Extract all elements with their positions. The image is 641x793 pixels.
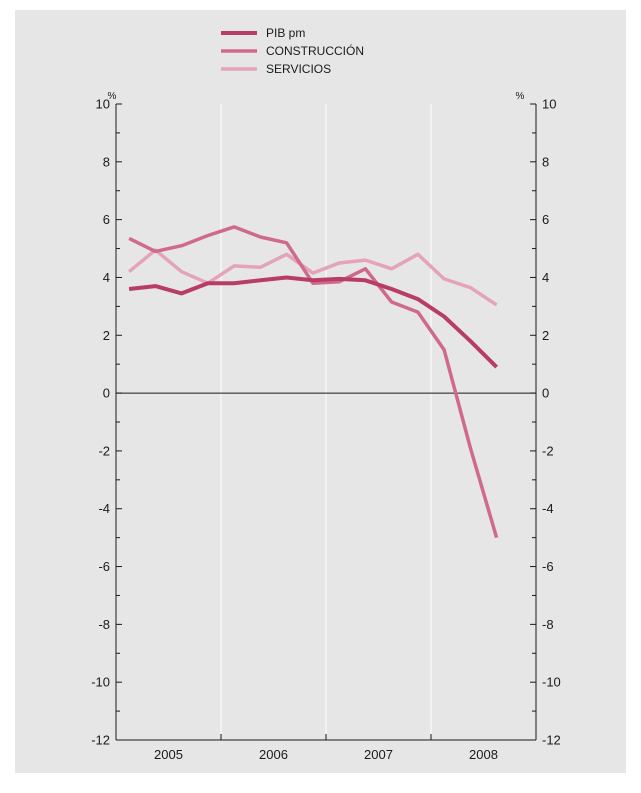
- axes: 10 10 8 8 6 6 4 4 2 2 0 0 -2 -2 -4 -4 -6 -6 -8 -8 -10 -10 -12 -…: [91, 97, 561, 763]
- y-tick-label-left: 10: [96, 97, 110, 112]
- y-tick-label-right: 10: [542, 97, 556, 112]
- y-tick-label-right: -12: [542, 733, 561, 748]
- y-tick-label-right: -10: [542, 675, 561, 690]
- grid: [220, 104, 432, 740]
- y-tick-label-left: 6: [103, 212, 110, 227]
- legend-label: PIB pm: [266, 26, 305, 40]
- y-unit-left: %: [108, 91, 117, 102]
- y-unit-right: %: [516, 91, 525, 102]
- x-tick-label: 2006: [259, 747, 288, 762]
- y-tick-label-left: -10: [91, 675, 110, 690]
- x-tick-label: 2005: [154, 747, 183, 762]
- series-line-construcci-n: [128, 225, 499, 539]
- y-tick-label-left: -2: [98, 443, 110, 458]
- y-tick-label-right: -6: [542, 559, 554, 574]
- y-tick-label-right: 2: [542, 328, 549, 343]
- legend: PIB pm CONSTRUCCIÓN SERVICIOS: [221, 26, 364, 76]
- legend-label: CONSTRUCCIÓN: [266, 43, 364, 58]
- series-lines: [127, 225, 499, 539]
- line-chart: PIB pm CONSTRUCCIÓN SERVICIOS 10 10 8 8 6 6 4 4 2 2…: [91, 26, 561, 763]
- x-tick-label: 2007: [364, 747, 393, 762]
- y-tick-label-right: 6: [542, 212, 549, 227]
- x-tick-label: 2008: [469, 747, 498, 762]
- y-tick-label-right: -8: [542, 617, 554, 632]
- y-tick-label-left: -6: [98, 559, 110, 574]
- series-line-servicios: [127, 248, 498, 307]
- y-tick-label-right: 8: [542, 154, 549, 169]
- legend-label: SERVICIOS: [266, 62, 331, 76]
- y-tick-label-right: -2: [542, 443, 554, 458]
- series-line-pib-pm: [128, 275, 499, 369]
- y-tick-label-left: 0: [103, 386, 110, 401]
- y-tick-label-left: 8: [103, 154, 110, 169]
- y-tick-label-left: 2: [103, 328, 110, 343]
- y-tick-label-right: 0: [542, 386, 549, 401]
- y-tick-label-left: -12: [91, 733, 110, 748]
- y-tick-label-left: -8: [98, 617, 110, 632]
- y-tick-label-left: -4: [98, 501, 110, 516]
- chart-panel: PIB pm CONSTRUCCIÓN SERVICIOS 10 10 8 8 6 6 4 4 2 2…: [15, 10, 626, 773]
- y-tick-label-right: 4: [542, 270, 549, 285]
- y-tick-label-left: 4: [103, 270, 110, 285]
- y-tick-label-right: -4: [542, 501, 554, 516]
